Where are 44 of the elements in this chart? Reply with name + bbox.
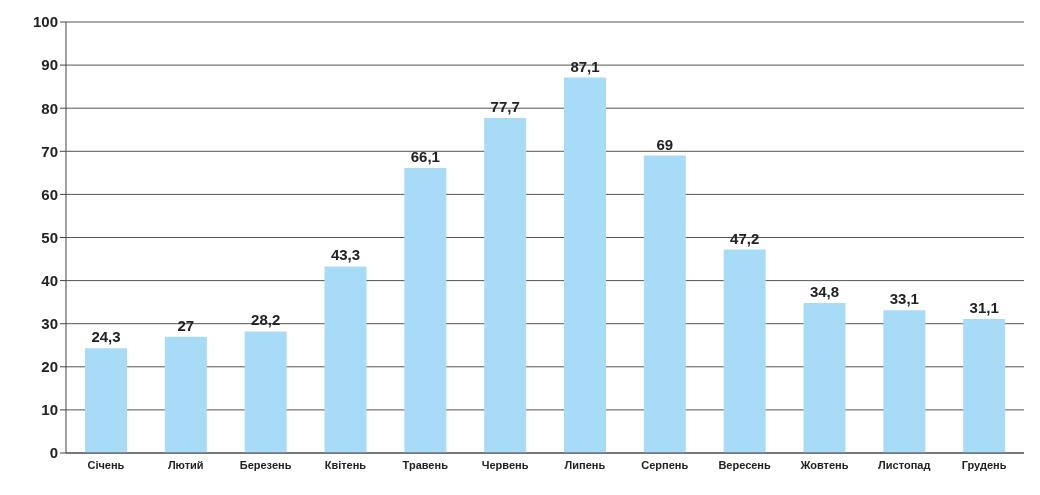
- x-tick-label: Жовтень: [799, 458, 849, 471]
- y-tick-label: 0: [49, 444, 58, 462]
- data-label: 87,1: [570, 57, 600, 75]
- bar: [963, 318, 1006, 453]
- y-tick-label: 80: [41, 99, 58, 117]
- y-tick-label: 70: [41, 142, 58, 160]
- y-tick-label: 20: [41, 358, 58, 376]
- data-label: 24,3: [91, 328, 121, 346]
- data-label: 34,8: [809, 283, 840, 301]
- x-tick-label: Серпень: [641, 458, 689, 471]
- data-label: 43,3: [330, 246, 361, 264]
- data-label: 77,7: [490, 98, 520, 116]
- y-tick-label: 60: [41, 185, 58, 203]
- bar: [164, 336, 207, 453]
- x-tick-label: Листопад: [878, 458, 931, 471]
- x-tick-label: Квітень: [324, 458, 367, 471]
- y-tick-label: 30: [41, 315, 58, 333]
- bar: [883, 310, 926, 453]
- bar: [564, 77, 606, 453]
- y-tick-label: 100: [32, 13, 58, 31]
- bar: [803, 303, 846, 453]
- x-tick-label: Лютий: [167, 458, 204, 471]
- bar: [643, 155, 686, 453]
- x-tick-label: Червень: [481, 458, 529, 471]
- bar: [484, 118, 527, 453]
- data-label: 66,1: [410, 148, 440, 166]
- x-tick-label: Травень: [402, 458, 449, 471]
- y-tick-label: 40: [41, 271, 58, 289]
- bar: [723, 249, 766, 453]
- bar: [244, 331, 287, 453]
- x-tick-label: Грудень: [961, 458, 1007, 471]
- x-tick-label: Липень: [564, 458, 606, 471]
- bar: [324, 266, 367, 453]
- data-label: 33,1: [889, 290, 919, 308]
- y-tick-label: 90: [41, 56, 58, 74]
- bar: [85, 348, 127, 453]
- x-tick-label: Січень: [87, 458, 125, 471]
- x-tick-label: Вересень: [718, 458, 772, 471]
- data-label: 69: [656, 135, 674, 153]
- y-tick-label: 10: [41, 401, 58, 419]
- data-label: 31,1: [969, 298, 999, 316]
- y-tick-label: 50: [41, 228, 58, 246]
- bar: [404, 168, 447, 453]
- x-tick-label: Березень: [239, 458, 292, 471]
